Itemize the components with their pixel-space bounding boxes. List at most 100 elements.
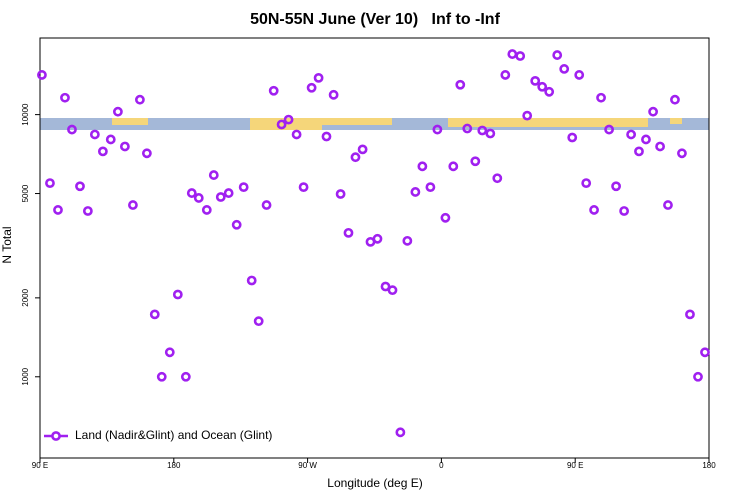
point xyxy=(634,146,644,157)
point xyxy=(149,309,160,320)
point xyxy=(113,106,123,117)
point xyxy=(215,192,226,202)
point xyxy=(552,50,563,60)
point xyxy=(685,309,695,320)
point xyxy=(462,123,473,134)
point xyxy=(343,227,354,238)
point xyxy=(268,85,279,96)
point xyxy=(357,144,368,155)
point xyxy=(507,49,518,59)
point xyxy=(515,51,526,61)
point xyxy=(89,129,100,140)
point xyxy=(567,132,578,143)
y-axis-label: N Total xyxy=(0,226,14,263)
point xyxy=(246,275,257,286)
point xyxy=(231,219,242,230)
point xyxy=(537,81,548,92)
point xyxy=(581,178,592,189)
x-tick-label: 90 W xyxy=(298,461,317,470)
y-tick-label: 2000 xyxy=(21,288,30,306)
point xyxy=(253,316,264,327)
point xyxy=(164,347,175,358)
point xyxy=(75,181,85,192)
point xyxy=(261,200,272,210)
x-tick-label: 90 E xyxy=(567,461,583,470)
point xyxy=(350,152,361,163)
point xyxy=(395,427,406,438)
plot-frame xyxy=(39,37,710,459)
point xyxy=(119,141,130,152)
point xyxy=(544,86,555,97)
point xyxy=(611,181,621,192)
point xyxy=(380,281,391,292)
point xyxy=(700,347,710,358)
point xyxy=(604,124,614,135)
point xyxy=(655,141,665,152)
point xyxy=(693,371,703,382)
point xyxy=(321,131,332,142)
point xyxy=(67,124,77,135)
point xyxy=(208,170,219,180)
point xyxy=(201,205,212,215)
y-tick-label: 10000 xyxy=(21,103,30,126)
point xyxy=(156,371,167,382)
point xyxy=(596,92,606,103)
y-tick-label: 5000 xyxy=(21,184,30,202)
chart-title: 50N-55N June (Ver 10) Inf to -Inf xyxy=(250,11,501,28)
point xyxy=(172,289,183,300)
point xyxy=(522,110,533,121)
point xyxy=(492,173,503,184)
point xyxy=(313,72,324,83)
point xyxy=(619,206,630,216)
point xyxy=(53,205,63,215)
land xyxy=(112,118,148,125)
x-axis-label: Longitude (deg E) xyxy=(327,476,422,490)
point xyxy=(291,129,302,140)
point xyxy=(141,148,152,159)
point xyxy=(589,205,599,215)
point xyxy=(97,146,108,157)
point xyxy=(448,161,459,172)
point xyxy=(135,94,145,105)
point xyxy=(387,285,398,296)
point xyxy=(105,134,116,145)
point xyxy=(417,161,428,172)
point xyxy=(306,82,317,93)
point xyxy=(455,79,466,90)
point xyxy=(530,75,541,86)
point xyxy=(432,124,443,135)
legend-label: Land (Nadir&Glint) and Ocean (Glint) xyxy=(75,428,272,442)
x-tick-label: 0 xyxy=(439,461,444,470)
point xyxy=(238,182,249,193)
point xyxy=(663,200,673,210)
map-strip xyxy=(40,118,709,130)
point xyxy=(193,193,204,203)
point xyxy=(276,119,287,130)
point xyxy=(372,233,383,244)
point xyxy=(37,70,47,80)
land xyxy=(670,118,682,124)
x-tick-label: 180 xyxy=(167,461,181,470)
x-tick-label: 180 xyxy=(702,461,716,470)
point xyxy=(328,89,339,100)
point xyxy=(186,188,197,198)
point xyxy=(500,70,511,80)
legend-marker xyxy=(51,431,61,441)
point xyxy=(298,182,309,193)
point xyxy=(335,189,346,199)
point xyxy=(677,148,687,159)
point xyxy=(223,188,234,198)
point xyxy=(425,182,436,193)
point xyxy=(410,187,421,197)
point xyxy=(402,235,413,246)
point xyxy=(485,128,496,139)
point xyxy=(45,178,55,189)
point xyxy=(60,92,70,103)
land xyxy=(448,118,648,127)
land xyxy=(322,118,392,125)
point xyxy=(283,114,294,125)
point xyxy=(559,64,570,74)
point xyxy=(670,94,680,105)
point xyxy=(82,206,93,216)
